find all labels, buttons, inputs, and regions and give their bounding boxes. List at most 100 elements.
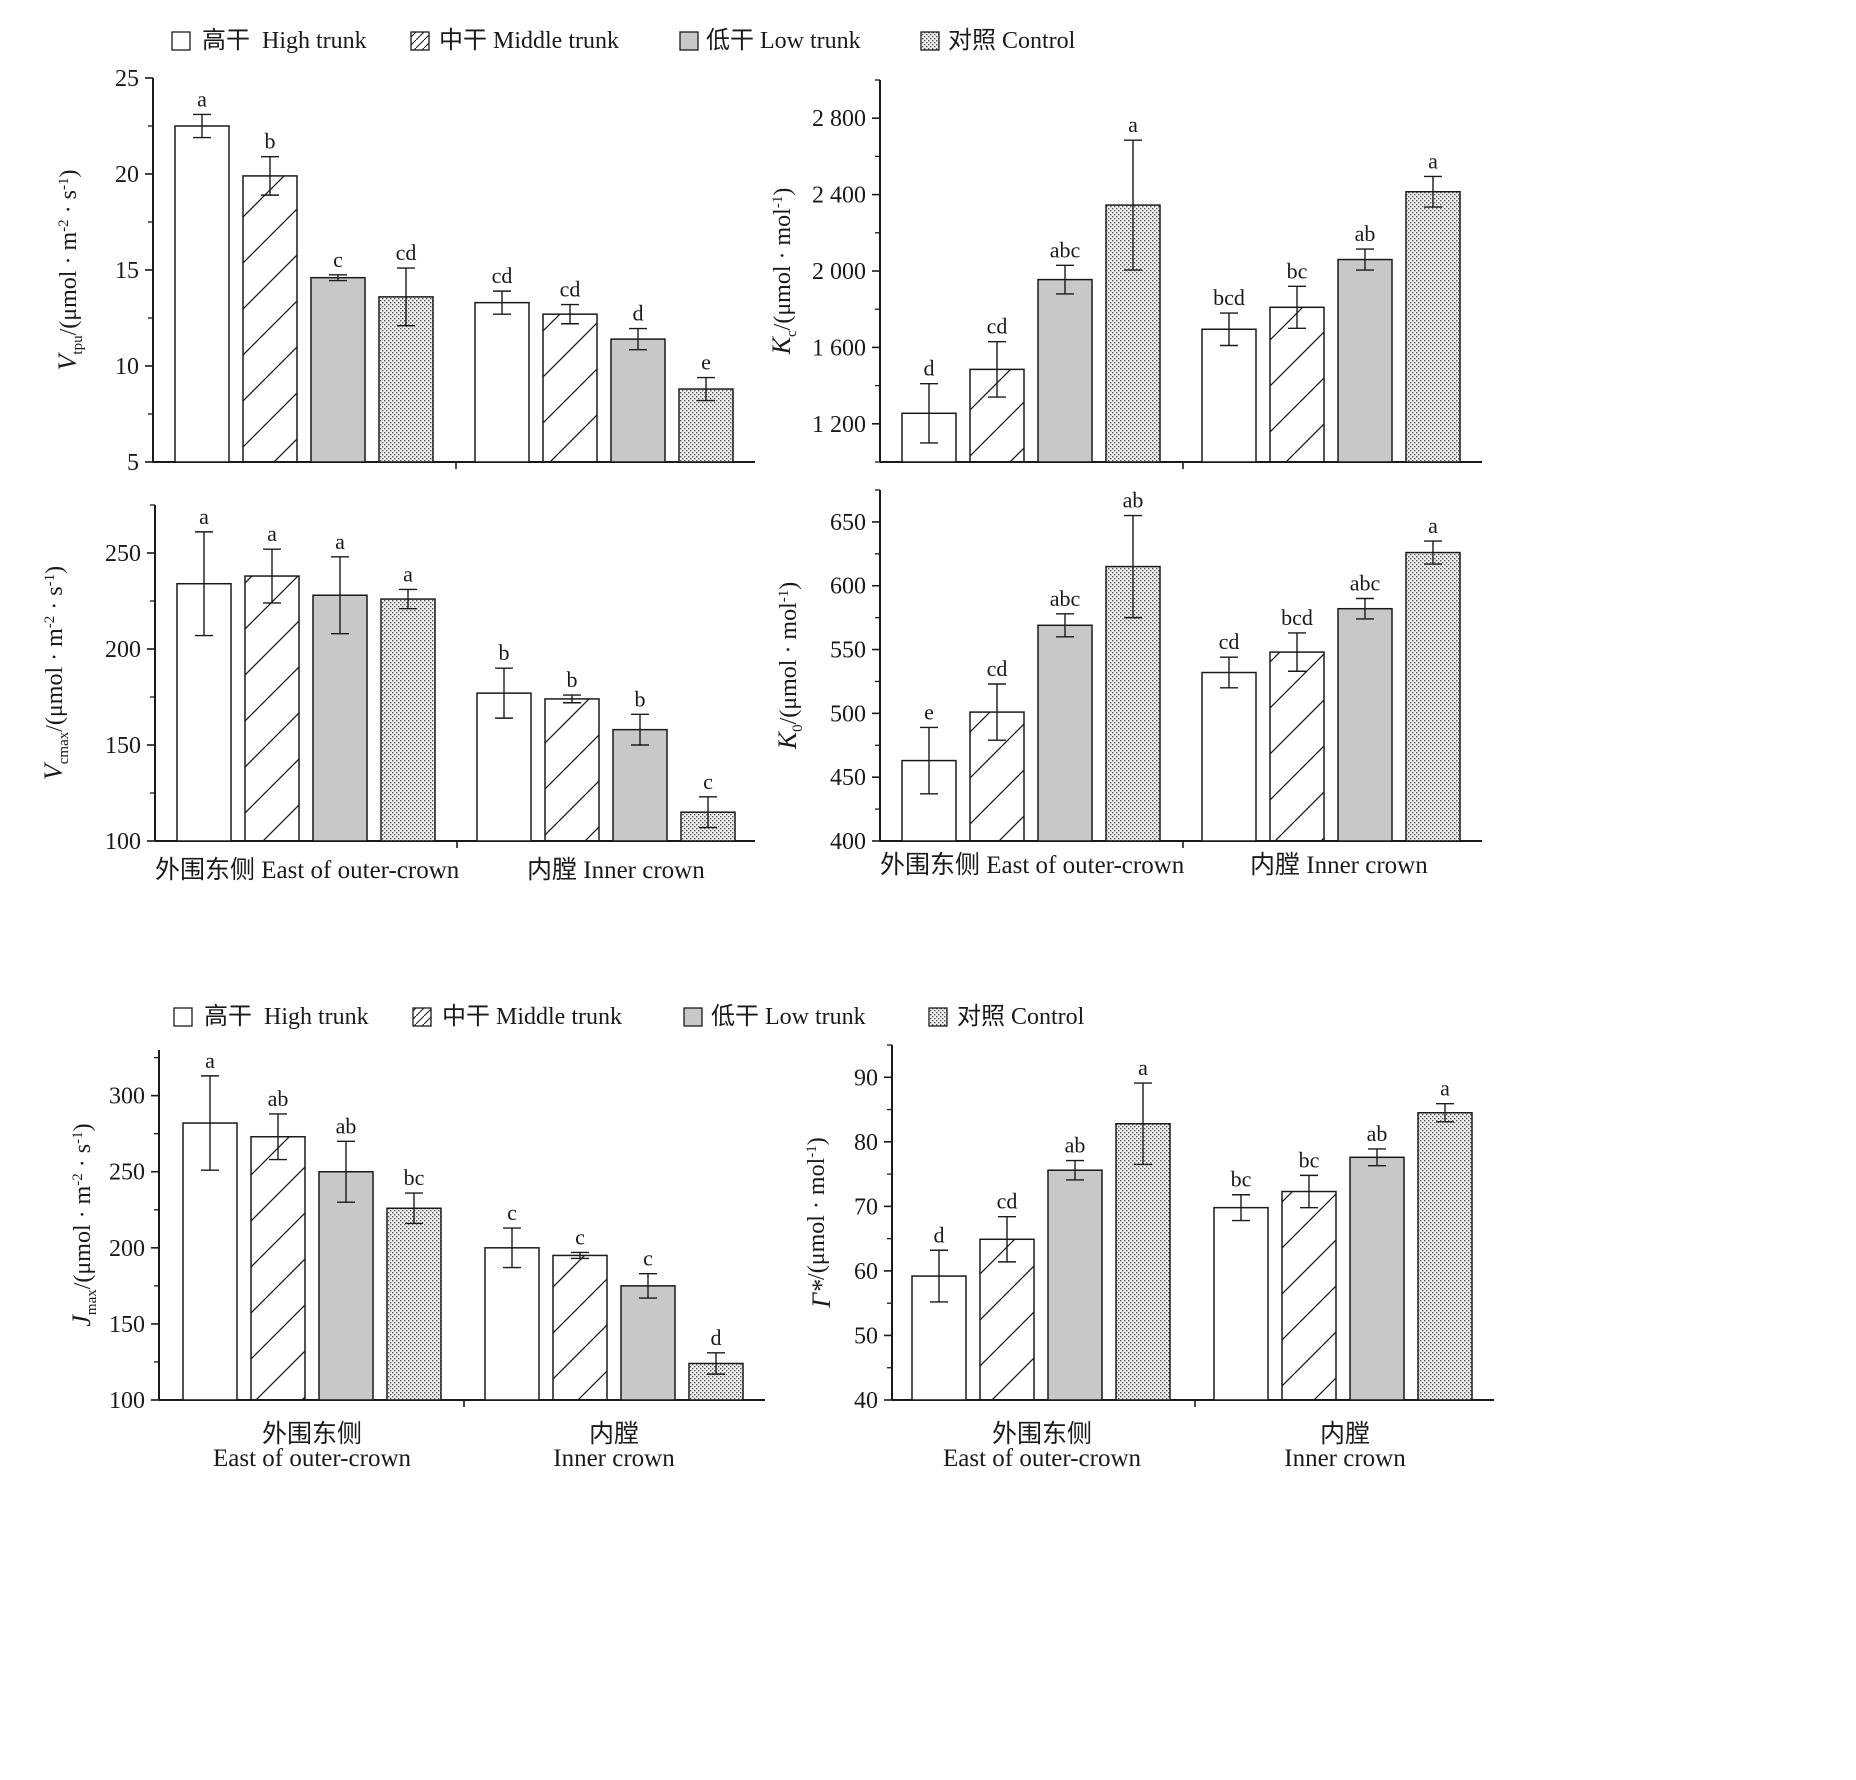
significance-letter: a — [205, 1048, 215, 1073]
y-tick-label: 2 000 — [812, 259, 866, 285]
legend-label-middle-trunk: 中干 Middle trunk — [442, 1003, 622, 1030]
significance-letter: bc — [1231, 1167, 1252, 1192]
bar-outer-crown-middle-trunk — [244, 575, 300, 842]
bar-inner-crown-low-trunk — [612, 728, 668, 842]
y-tick-label: 100 — [105, 829, 141, 855]
legend-item-high-trunk: 高干 High trunk — [171, 27, 367, 54]
y-tick-label: 600 — [830, 574, 866, 600]
legend-swatch-low-trunk — [679, 31, 699, 51]
x-category-label: 外围东侧 East of outer-crown — [880, 851, 1185, 879]
x-category-label: 外围东侧 East of outer-crown — [155, 856, 460, 884]
significance-letter: e — [924, 699, 934, 724]
y-tick-label: 40 — [854, 1388, 878, 1414]
legend-item-middle-trunk: 中干 Middle trunk — [410, 27, 619, 54]
significance-letter: bcd — [1281, 605, 1313, 630]
significance-letter: d — [934, 1222, 945, 1247]
x-category-label-cn: 外围东侧 — [262, 1420, 362, 1448]
bar-outer-crown-low-trunk — [1047, 1169, 1103, 1401]
bar-outer-crown-low-trunk — [312, 594, 368, 842]
significance-letter: c — [703, 769, 713, 794]
significance-letter: b — [635, 686, 646, 711]
panel-gamma: 40 50 60 70 80 90 Γ*/(μmol · mol-1) d cd ab a bc bc a… — [804, 1044, 1494, 1472]
y-tick-label: 1 200 — [812, 412, 866, 438]
legend-label-middle-trunk: 中干 Middle trunk — [439, 27, 619, 54]
legend-label-low-trunk: 低干 Low trunk — [706, 27, 861, 54]
y-tick-label: 2 400 — [812, 183, 866, 209]
legend-bottom: 高干 High trunk 中干 Middle trunk 低干 Low tru… — [173, 1003, 1085, 1030]
x-category-label: 内膛 Inner crown — [1250, 851, 1428, 879]
x-category-label: 内膛 Inner crown — [527, 856, 705, 884]
significance-letter: abc — [1050, 586, 1081, 611]
legend-item-low-trunk: 低干 Low trunk — [679, 27, 861, 54]
legend-label-high-trunk: 高干 High trunk — [204, 1003, 369, 1030]
bar-inner-crown-middle-trunk — [552, 1254, 608, 1401]
significance-letter: abc — [1050, 237, 1081, 262]
y-tick-label: 2 800 — [812, 106, 866, 132]
panel-kc: 1 200 1 600 2 000 2 400 2 800 Kc/(μmol · mol-… — [767, 79, 1482, 469]
legend-item-low-trunk: 低干 Low trunk — [683, 1003, 866, 1030]
significance-letter: d — [711, 1325, 722, 1350]
y-axis-label: Kc/(μmol · mol-1) — [767, 188, 800, 356]
legend-swatch-middle-trunk — [412, 1007, 432, 1027]
legend-label-control: 对照 Control — [948, 27, 1076, 54]
significance-letter: d — [924, 356, 935, 381]
y-tick-label: 100 — [109, 1388, 145, 1414]
y-axis-label-part: -1 — [70, 1131, 86, 1144]
bar-inner-crown-middle-trunk — [542, 313, 598, 463]
bar-outer-crown-middle-trunk — [250, 1135, 306, 1401]
y-axis-label-part: /(μmol · m — [70, 1185, 96, 1289]
x-category-label-en: East of outer-crown — [213, 1445, 412, 1472]
figure-canvas: 高干 High trunk 中干 Middle trunk 低干 Low tru… — [39, 27, 1494, 1472]
x-category-label-cn: 内膛 — [589, 1420, 639, 1448]
significance-letter: ab — [336, 1113, 357, 1138]
significance-letter: ab — [1065, 1133, 1086, 1158]
y-tick-label: 200 — [105, 637, 141, 663]
legend-swatch-high-trunk — [171, 31, 191, 51]
y-axis-label-part: · s — [70, 1144, 96, 1173]
y-axis-label-part: -1 — [770, 196, 786, 209]
y-tick-label: 1 600 — [812, 335, 866, 361]
bar-inner-crown-high-trunk — [1201, 328, 1257, 463]
y-tick-label: 60 — [854, 1259, 878, 1285]
significance-letter: abc — [1350, 570, 1381, 595]
bar-inner-crown-low-trunk — [1337, 607, 1393, 842]
y-axis-label-part: c — [784, 330, 800, 337]
y-tick-label: 10 — [115, 354, 139, 380]
significance-letter: ab — [1355, 221, 1376, 246]
y-tick-label: 200 — [109, 1236, 145, 1262]
bar-inner-crown-low-trunk — [610, 338, 666, 463]
significance-letter: c — [507, 1200, 517, 1225]
legend-label-high-trunk: 高干 High trunk — [202, 27, 367, 54]
significance-letter: a — [1428, 513, 1438, 538]
y-axis-label-part: · s — [56, 190, 82, 219]
y-tick-label: 150 — [109, 1312, 145, 1338]
bar-outer-crown-control — [1115, 1122, 1171, 1401]
bar-inner-crown-middle-trunk — [1269, 306, 1325, 463]
y-tick-label: 400 — [830, 829, 866, 855]
significance-letter: a — [267, 521, 277, 546]
bar-outer-crown-low-trunk — [318, 1170, 374, 1401]
bar-inner-crown-low-trunk — [1349, 1156, 1405, 1401]
bar-outer-crown-low-trunk — [1037, 624, 1093, 842]
legend-top: 高干 High trunk 中干 Middle trunk 低干 Low tru… — [171, 27, 1076, 54]
y-axis-label-part: /(μmol · mol — [804, 1157, 830, 1280]
bar-outer-crown-control — [386, 1207, 442, 1401]
y-axis-label-part: ) — [770, 188, 796, 196]
significance-letter: ab — [1367, 1121, 1388, 1146]
significance-letter: c — [575, 1224, 585, 1249]
bar-outer-crown-middle-trunk — [979, 1238, 1035, 1401]
significance-letter: c — [333, 247, 343, 272]
y-axis-label-part: · s — [42, 586, 68, 615]
panel-jmax: 100 150 200 250 300 Jmax/(μmol · m-2 · s-1) a a… — [67, 1048, 765, 1472]
significance-letter: a — [335, 529, 345, 554]
bar-inner-crown-control — [1417, 1112, 1473, 1401]
bar-outer-crown-high-trunk — [174, 125, 230, 463]
y-axis-label: Γ*/(μmol · mol-1) — [804, 1137, 836, 1309]
significance-letter: cd — [492, 263, 513, 288]
x-category-label-cn: 内膛 — [1320, 1420, 1370, 1448]
y-tick-label: 250 — [105, 541, 141, 567]
significance-letter: cd — [560, 277, 581, 302]
y-axis-label-part: tpu — [70, 335, 86, 355]
significance-letter: a — [199, 504, 209, 529]
legend-item-control: 对照 Control — [928, 1003, 1085, 1030]
